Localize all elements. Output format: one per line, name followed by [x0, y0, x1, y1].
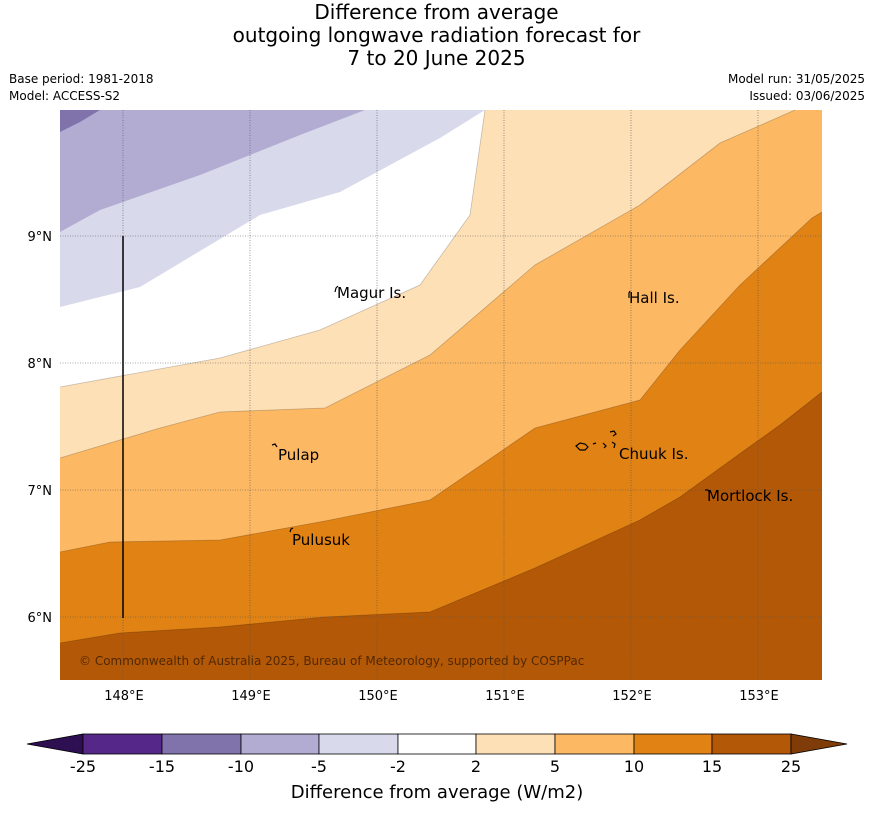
colorbar-swatch-5-10: [554, 733, 635, 755]
copyright-notice: © Commonwealth of Australia 2025, Bureau…: [79, 654, 584, 668]
lat-label-6n: 6°N: [28, 611, 53, 626]
colorbar-swatch-minus2-2: [397, 733, 477, 755]
lon-tick-labels: 148°E 149°E 150°E 151°E 152°E 153°E: [104, 689, 779, 704]
place-label-hall: Hall Is.: [629, 289, 680, 307]
lat-label-9n: 9°N: [28, 230, 53, 245]
colorbar-swatch-10-15: [633, 733, 713, 755]
island-hall: [628, 290, 631, 298]
base-period: Base period: 1981-2018: [9, 72, 154, 86]
place-labels: Magur Is. Hall Is. Pulap Chuuk Is. Mortl…: [278, 284, 793, 549]
place-label-mortlock: Mortlock Is.: [707, 487, 793, 505]
lon-label-153e: 153°E: [739, 689, 779, 704]
colorbar-tick: -2: [390, 757, 406, 776]
colorbar-tick: -5: [311, 757, 327, 776]
colorbar-tick: 5: [550, 757, 560, 776]
place-label-pulap: Pulap: [278, 446, 319, 464]
colorbar-swatch-minus10-minus5: [240, 733, 320, 755]
colorbar-tick: -25: [70, 757, 96, 776]
band-minus15-to-minus10: [60, 110, 100, 132]
lat-label-8n: 8°N: [28, 357, 53, 372]
anomaly-field: Magur Is. Hall Is. Pulap Chuuk Is. Mortl…: [60, 110, 822, 680]
island-chuuk: [575, 430, 617, 451]
colorbar-tick-labels: -25 -15 -10 -5 -2 2 5 10 15 25: [70, 757, 801, 776]
band-minus10-to-minus5: [60, 110, 365, 232]
colorbar-tick: -15: [149, 757, 175, 776]
island-mortlock: [705, 489, 711, 494]
colorbar-tick: 10: [624, 757, 644, 776]
colorbar-swatch-15-25: [711, 733, 792, 755]
title-line-3: 7 to 20 June 2025: [347, 46, 526, 70]
colorbar-label: Difference from average (W/m2): [291, 782, 583, 803]
place-label-chuuk: Chuuk Is.: [619, 445, 688, 463]
colorbar-swatch-minus5-minus2: [318, 733, 399, 755]
island-pulusuk: [289, 527, 294, 533]
lon-label-149e: 149°E: [231, 689, 271, 704]
colorbar-tick: -10: [228, 757, 254, 776]
title-line-1: Difference from average: [314, 0, 559, 24]
colorbar-tick: 15: [702, 757, 722, 776]
colorbar-swatch-minus25-minus15: [82, 733, 163, 755]
band-15-to-25: [60, 392, 822, 680]
colorbar-swatch-minus15-minus10: [161, 733, 242, 755]
title-line-2: outgoing longwave radiation forecast for: [232, 23, 641, 47]
colorbar-extend-low: [26, 733, 84, 755]
lat-tick-labels: 9°N 8°N 7°N 6°N: [28, 230, 53, 626]
issued-date: Issued: 03/06/2025: [749, 89, 865, 103]
island-pulap: [271, 443, 278, 448]
colorbar: [26, 733, 848, 755]
place-label-magur: Magur Is.: [337, 284, 406, 302]
colorbar-extend-high: [790, 733, 848, 755]
model-run: Model run: 31/05/2025: [727, 72, 865, 86]
island-magur: [334, 285, 339, 293]
place-label-pulusuk: Pulusuk: [292, 531, 350, 549]
lon-label-148e: 148°E: [104, 689, 144, 704]
colorbar-swatch-2-5: [475, 733, 556, 755]
lat-label-7n: 7°N: [28, 484, 53, 499]
colorbar-tick: 25: [781, 757, 801, 776]
lon-label-152e: 152°E: [612, 689, 652, 704]
model-name: Model: ACCESS-S2: [9, 89, 121, 103]
lon-label-150e: 150°E: [358, 689, 398, 704]
island-outlines: [271, 285, 711, 533]
lon-label-151e: 151°E: [485, 689, 525, 704]
colorbar-tick: 2: [471, 757, 481, 776]
contour-lines: [60, 110, 822, 644]
